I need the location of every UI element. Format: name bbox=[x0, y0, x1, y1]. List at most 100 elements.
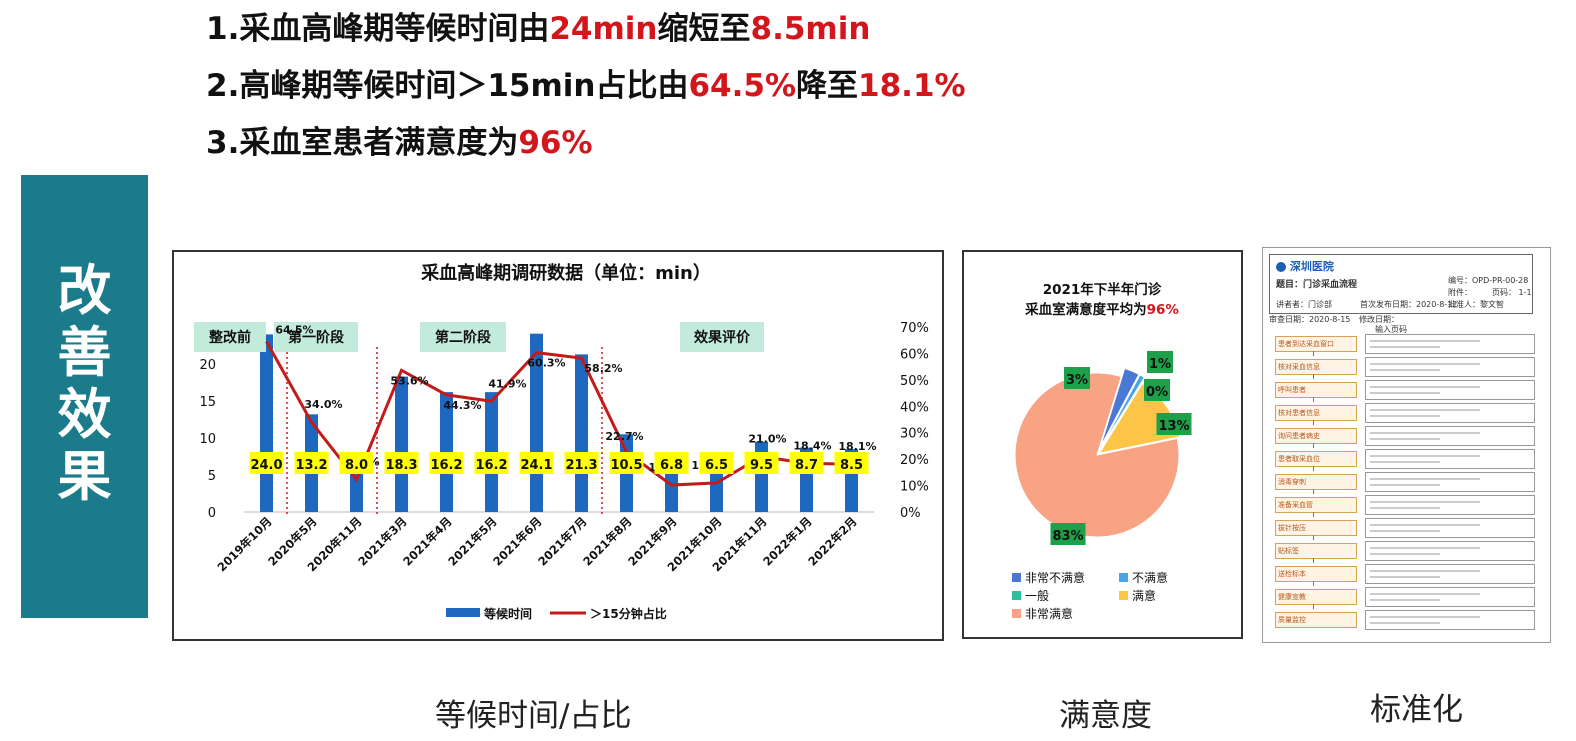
bar-label-box bbox=[834, 452, 869, 474]
doc-flow-step: 准备采血管 bbox=[1275, 497, 1357, 513]
doc-text-line bbox=[1370, 576, 1440, 578]
y-left-tick: 15 bbox=[199, 395, 216, 410]
doc-text-line bbox=[1370, 392, 1440, 394]
doc-flow-row: 患者到达采血窗口 bbox=[1269, 334, 1539, 356]
hospital-logo-icon bbox=[1276, 262, 1286, 272]
summary-bullets: 1.采血高峰期等候时间由24min缩短至8.5min 2.高峰期等候时间＞15m… bbox=[206, 14, 966, 185]
doc-approver: 批准人：黎文智 bbox=[1448, 300, 1504, 309]
doc-flow-arrow bbox=[1313, 535, 1314, 540]
doc-flow: 患者到达采血窗口 核对采血信息 呼叫患者 核对患者信息 询问患者病史 患者取采血位 消毒穿刺… bbox=[1269, 334, 1541, 634]
doc-text-line bbox=[1370, 507, 1440, 509]
doc-text-line bbox=[1370, 616, 1480, 618]
y-right-tick: 60% bbox=[900, 347, 929, 362]
doc-text-line bbox=[1370, 455, 1480, 457]
doc-flow-row: 核对患者信息 bbox=[1269, 403, 1539, 425]
doc-flow-desc bbox=[1365, 495, 1535, 515]
bullet-2: 2.高峰期等候时间＞15min占比由64.5%降至18.1% bbox=[206, 68, 966, 104]
y-right-tick: 10% bbox=[900, 480, 929, 495]
bar bbox=[575, 354, 588, 512]
bar-label-box bbox=[294, 452, 329, 474]
y-left-tick: 5 bbox=[208, 469, 216, 484]
bar-label-box bbox=[474, 452, 509, 474]
doc-text-line bbox=[1370, 432, 1480, 434]
bar-label-box bbox=[339, 452, 374, 474]
doc-flow-arrow bbox=[1313, 397, 1314, 402]
bar-data-label: 8.0 bbox=[345, 458, 368, 473]
doc-flow-row: 质量监控 bbox=[1269, 610, 1539, 630]
caption-satisfaction: 满意度 bbox=[1059, 698, 1152, 734]
pie-label-box bbox=[1064, 367, 1090, 389]
doc-text-line bbox=[1370, 478, 1480, 480]
pie-data-label: 83% bbox=[1052, 529, 1083, 544]
doc-flow-step: 送检标本 bbox=[1275, 566, 1357, 582]
bar-data-label: 16.2 bbox=[475, 458, 507, 473]
bar-data-label: 16.2 bbox=[430, 458, 462, 473]
doc-title: 题目：门诊采血流程 bbox=[1276, 280, 1358, 290]
line-data-label: 44.3% bbox=[443, 399, 481, 412]
bar-label-box bbox=[609, 452, 644, 474]
side-title: 改 善 效 果 bbox=[57, 259, 112, 508]
doc-flow-row: 拔针按压 bbox=[1269, 518, 1539, 540]
doc-text-line bbox=[1370, 346, 1440, 348]
y-right-tick: 40% bbox=[900, 400, 929, 415]
doc-text-line bbox=[1370, 369, 1440, 371]
doc-flow-arrow bbox=[1313, 466, 1314, 471]
pie-legend-swatch bbox=[1119, 573, 1128, 582]
doc-text-line bbox=[1370, 484, 1440, 486]
satisfaction-panel: 2021年下半年门诊 采血室满意度平均为96% 3% 1% 0% 13% 83% 非常不满意 不… bbox=[962, 250, 1243, 639]
wait-chart-panel: 采血高峰期调研数据（单位：min）05101520250%10%20%30%40… bbox=[172, 250, 944, 641]
doc-flow-desc bbox=[1365, 587, 1535, 607]
doc-review: 审查日期：2020-8-15 bbox=[1269, 315, 1351, 324]
doc-logo: 深圳医院 bbox=[1276, 258, 1334, 274]
pie-label-box bbox=[1156, 413, 1192, 435]
doc-text-line bbox=[1370, 622, 1440, 624]
pie-slice bbox=[1101, 374, 1146, 448]
legend-line-label: ＞15分钟占比 bbox=[590, 606, 667, 621]
doc-text-line bbox=[1370, 530, 1440, 532]
legend-bar-swatch bbox=[446, 608, 480, 617]
doc-text-line bbox=[1370, 593, 1480, 595]
bar-label-box bbox=[654, 452, 689, 474]
doc-text-line bbox=[1370, 461, 1440, 463]
y-left-tick: 0 bbox=[208, 506, 216, 521]
pie-title-highlight: 96% bbox=[1147, 302, 1180, 318]
doc-flow-row: 送检标本 bbox=[1269, 564, 1539, 586]
doc-flow-arrow bbox=[1313, 374, 1314, 379]
doc-flow-row: 消毒穿刺 bbox=[1269, 472, 1539, 494]
pie-data-label: 0% bbox=[1146, 385, 1168, 400]
pie-legend-swatch bbox=[1012, 591, 1021, 600]
doc-flow-arrow bbox=[1313, 489, 1314, 494]
line-data-label: 18.1% bbox=[838, 440, 876, 453]
phase-label: 整改前 bbox=[208, 329, 251, 346]
doc-revise: 修改日期： bbox=[1359, 315, 1399, 324]
phase-label-box bbox=[194, 322, 266, 352]
standard-doc-panel: 深圳医院 题目：门诊采血流程 编号：OPD-PR-00-28 附件： 页码： 1… bbox=[1262, 247, 1551, 643]
doc-flow-row: 准备采血管 bbox=[1269, 495, 1539, 517]
doc-flow-row: 询问患者病史 bbox=[1269, 426, 1539, 448]
line-data-label: 34.0% bbox=[304, 398, 342, 411]
legend-bar-label: 等候时间 bbox=[483, 606, 532, 621]
doc-flow-arrow bbox=[1313, 443, 1314, 448]
side-title-block: 改 善 效 果 bbox=[21, 175, 148, 618]
pie-slice bbox=[1099, 367, 1140, 447]
bar-data-label: 8.7 bbox=[795, 458, 818, 473]
bar-data-label: 10.5 bbox=[610, 458, 642, 473]
doc-flow-arrow bbox=[1313, 351, 1314, 356]
doc-flow-desc bbox=[1365, 610, 1535, 630]
doc-date: 首次发布日期：2020-8-12 bbox=[1360, 300, 1458, 309]
doc-flow-row: 呼叫患者 bbox=[1269, 380, 1539, 402]
doc-flow-step: 患者到达采血窗口 bbox=[1275, 336, 1357, 352]
y-left-tick: 10 bbox=[199, 432, 216, 447]
phase-label: 第一阶段 bbox=[288, 329, 344, 346]
doc-text-line bbox=[1370, 386, 1480, 388]
doc-pages: 页码： 1-1 bbox=[1492, 288, 1532, 297]
doc-flow-row: 核对采血信息 bbox=[1269, 357, 1539, 379]
doc-text-line bbox=[1370, 599, 1440, 601]
bullet-3: 3.采血室患者满意度为96% bbox=[206, 125, 593, 161]
doc-attach: 附件： bbox=[1448, 288, 1472, 297]
chart-title: 采血高峰期调研数据（单位：min） bbox=[420, 262, 711, 284]
pie-legend-swatch bbox=[1119, 591, 1128, 600]
bar-data-label: 24.1 bbox=[520, 458, 552, 473]
doc-flow-arrow bbox=[1313, 581, 1314, 586]
caption-wait: 等候时间/占比 bbox=[435, 698, 632, 734]
